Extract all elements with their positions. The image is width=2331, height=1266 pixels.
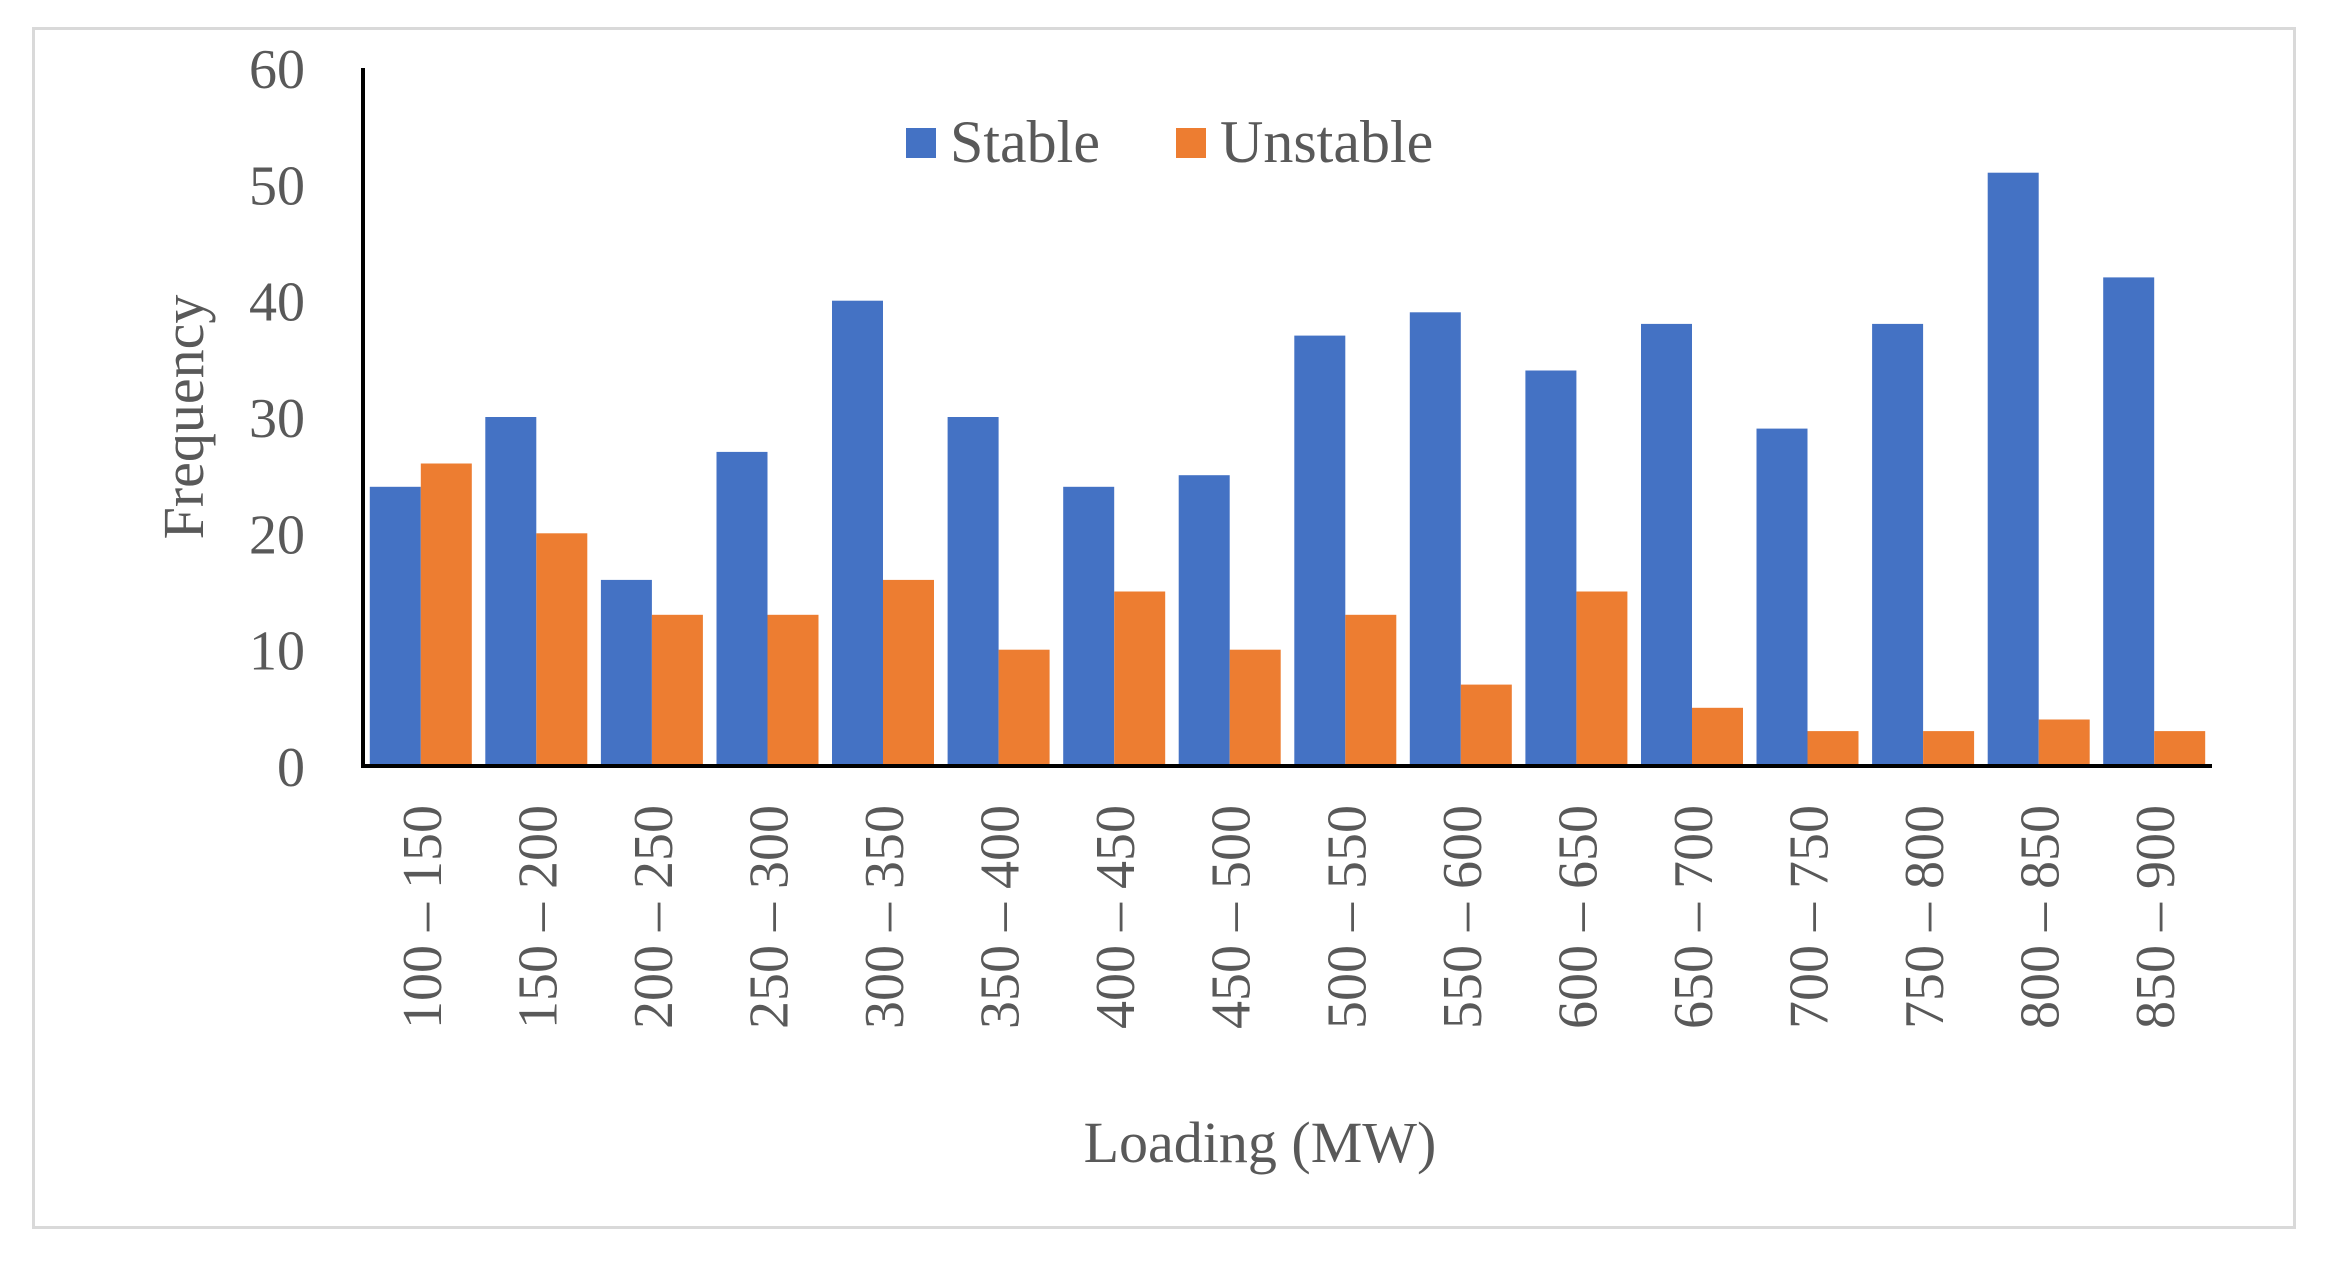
bar-stable-4 — [832, 300, 883, 766]
x-tick-label: 150 – 200 — [507, 805, 569, 1029]
bar-stable-7 — [1178, 475, 1230, 766]
bar-unstable-12 — [1807, 731, 1859, 766]
x-tick-labels: 100 – 150 150 – 200 200 – 250 250 – 300 300 … — [392, 805, 2187, 1029]
bar-unstable-6 — [1114, 591, 1166, 766]
bar-unstable-7 — [1229, 649, 1281, 766]
x-tick-label: 200 – 250 — [623, 805, 685, 1029]
y-tick-labels: 0 10 20 30 40 50 60 — [249, 39, 305, 799]
x-tick-label: 400 – 450 — [1085, 805, 1147, 1029]
y-tick-label: 10 — [249, 621, 305, 683]
y-tick-label: 30 — [249, 388, 305, 450]
bar-unstable-15 — [2154, 731, 2206, 766]
bar-unstable-0 — [420, 463, 472, 766]
bar-unstable-10 — [1576, 591, 1628, 766]
bar-unstable-3 — [767, 614, 819, 766]
bars-layer — [369, 172, 2206, 766]
y-tick-label: 50 — [249, 155, 305, 217]
chart-frame — [32, 27, 2296, 1229]
bar-stable-14 — [1987, 172, 2039, 766]
bar-stable-10 — [1525, 370, 1577, 766]
x-axis-title: Loading (MW) — [1084, 1110, 1437, 1175]
x-tick-label: 250 – 300 — [739, 805, 801, 1029]
x-tick-label: 750 – 800 — [1894, 805, 1956, 1029]
bar-unstable-11 — [1692, 707, 1743, 766]
legend-label-unstable: Unstable — [1220, 109, 1433, 175]
x-tick-label: 850 – 900 — [2125, 805, 2187, 1029]
x-tick-label: 650 – 700 — [1663, 805, 1725, 1029]
y-tick-label: 60 — [249, 39, 305, 101]
legend-label-stable: Stable — [950, 109, 1100, 175]
y-tick-label: 20 — [249, 504, 305, 566]
x-tick-label: 550 – 600 — [1432, 805, 1494, 1029]
legend: Stable Unstable — [906, 109, 1433, 175]
bar-stable-0 — [369, 486, 421, 766]
bar-stable-8 — [1294, 335, 1346, 766]
x-tick-label: 100 – 150 — [392, 805, 454, 1029]
bar-stable-5 — [947, 417, 999, 766]
bar-unstable-4 — [883, 579, 934, 766]
legend-swatch-unstable — [1176, 128, 1206, 158]
x-tick-label: 600 – 650 — [1547, 805, 1609, 1029]
bar-unstable-1 — [536, 533, 588, 766]
y-tick-label: 0 — [277, 737, 305, 799]
legend-swatch-stable — [906, 128, 936, 158]
x-tick-label: 450 – 500 — [1201, 805, 1263, 1029]
bar-stable-13 — [1872, 323, 1924, 766]
bar-stable-9 — [1409, 312, 1461, 766]
y-axis-title: Frequency — [151, 295, 216, 540]
x-tick-label: 700 – 750 — [1779, 805, 1841, 1029]
bar-stable-11 — [1641, 323, 1692, 766]
bar-stable-1 — [485, 417, 537, 766]
bar-stable-15 — [2103, 277, 2155, 766]
x-tick-label: 300 – 350 — [854, 805, 916, 1029]
bar-unstable-8 — [1345, 614, 1397, 766]
bar-stable-12 — [1756, 428, 1808, 766]
x-tick-label: 800 – 850 — [2010, 805, 2072, 1029]
bar-stable-3 — [716, 451, 768, 766]
bar-stable-2 — [600, 579, 652, 766]
bar-stable-6 — [1063, 486, 1115, 766]
y-tick-label: 40 — [249, 272, 305, 334]
bar-unstable-13 — [1923, 731, 1975, 766]
x-tick-label: 350 – 400 — [970, 805, 1032, 1029]
bar-unstable-14 — [2038, 719, 2090, 766]
bar-unstable-9 — [1460, 684, 1512, 766]
bar-unstable-2 — [651, 614, 703, 766]
x-tick-label: 500 – 550 — [1316, 805, 1378, 1029]
bar-unstable-5 — [998, 649, 1050, 766]
